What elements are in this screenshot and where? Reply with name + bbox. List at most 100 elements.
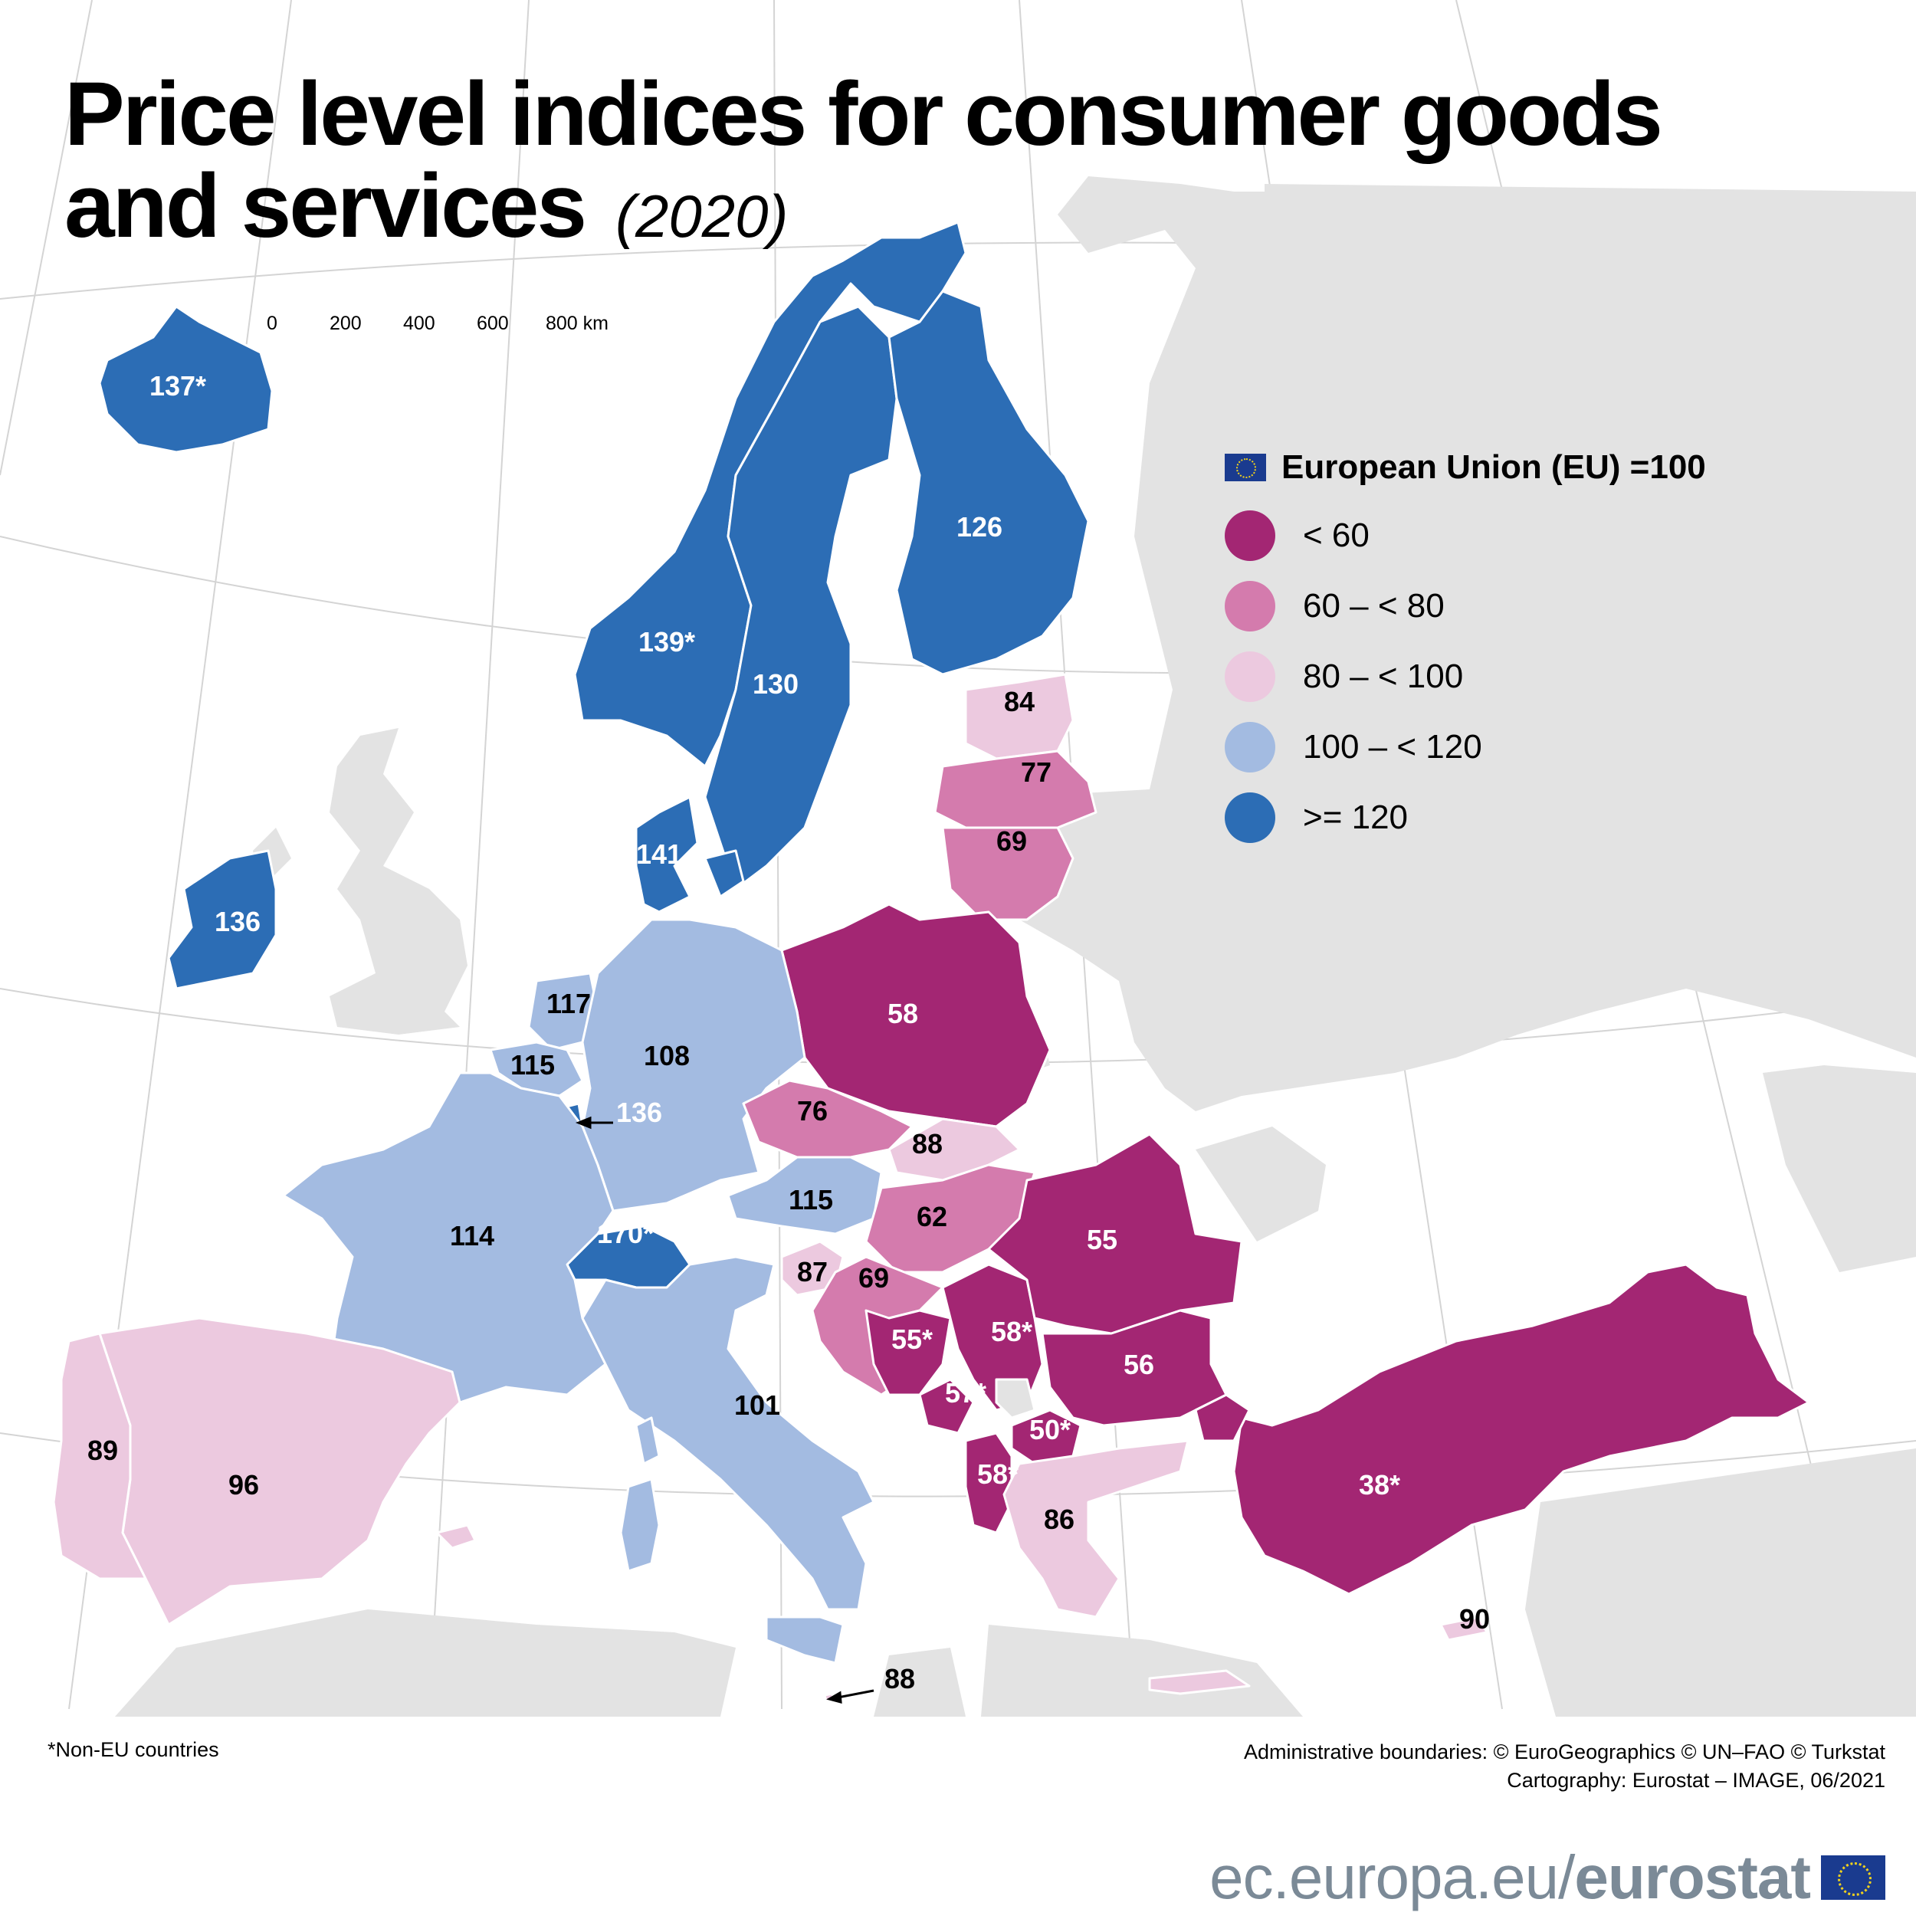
estonia [964,673,1074,760]
scale-label-800: 800 km [546,313,609,334]
austria [727,1156,883,1235]
legend-item: < 60 [1225,510,1706,561]
turkey [1232,1263,1810,1596]
region-value-label: 69 [858,1262,889,1294]
region-value-label: 76 [797,1095,828,1127]
legend-title-text: European Union (EU) =100 [1281,448,1706,486]
region-value-label: 137* [149,370,206,402]
scale-label-600: 600 [477,313,509,334]
kosovo [995,1378,1036,1419]
region-value-label: 50* [1029,1414,1071,1445]
countries [52,221,1810,1703]
region-value-label: 84 [1004,686,1035,717]
brand-prefix: ec.europa.eu/ [1209,1843,1575,1911]
leader-lines [575,1116,874,1704]
region-value-label: 58* [977,1458,1019,1490]
region-value-label: 139* [638,626,695,658]
balearics [435,1524,477,1550]
legend-swatch-circle-icon [1225,722,1275,772]
latvia [933,750,1097,829]
scale-label-200: 200 [330,313,362,334]
region-value-label: 38* [1359,1469,1400,1501]
footnote: *Non-EU countries [48,1738,219,1761]
map-title: Price level indices for consumer goods [64,69,1663,159]
legend-item: 100 – < 120 [1225,722,1706,772]
background-land [115,176,1916,1717]
region-value-label: 87 [797,1256,828,1287]
poland [780,903,1052,1128]
spain [98,1317,461,1626]
corsica [635,1416,661,1465]
sweden [704,305,898,891]
eu-flag-icon [1821,1855,1885,1900]
title-line-2: and services [64,156,587,257]
legend-swatch-circle-icon [1225,510,1275,561]
region-value-label: 141 [636,838,682,870]
crete [1148,1669,1251,1695]
brand-name: eurostat [1574,1843,1811,1911]
legend-item-label: >= 120 [1303,799,1409,836]
region-value-label: 69 [996,825,1027,857]
legend-item: 60 – < 80 [1225,581,1706,631]
region-value-label: 58* [991,1316,1032,1347]
scale-label-400: 400 [403,313,435,334]
region-value-label: 55* [891,1324,933,1355]
credits: Administrative boundaries: © EuroGeograp… [1244,1738,1885,1796]
value-labels: 137* 139* 130 126 84 77 69 141 136 58 117 108 115 136… [87,370,1490,1694]
region-value-label: 88 [912,1128,943,1160]
region-value-label: 115 [510,1049,555,1081]
title-line-1: Price level indices for consumer goods [64,64,1663,165]
eurostat-brand[interactable]: ec.europa.eu/eurostat [1209,1842,1885,1913]
ireland [167,849,277,990]
italy [581,1255,875,1611]
belgium [489,1041,584,1097]
region-value-label: 89 [87,1435,118,1466]
region-value-label: 58 [887,998,918,1029]
region-value-label: 55 [1087,1224,1117,1255]
title-year: (2020) [615,182,789,250]
legend-swatch-circle-icon [1225,651,1275,702]
finland [887,290,1090,676]
region-value-label: 170* [597,1218,654,1249]
region-value-label: 88 [884,1663,915,1694]
region-value-label: 126 [956,511,1002,543]
eu-flag-icon [1225,454,1266,481]
legend-item-label: < 60 [1303,517,1370,554]
scale-label-0: 0 [267,313,277,334]
region-value-label: 77 [1021,756,1052,788]
region-value-label: 86 [1044,1504,1074,1535]
germany [581,918,806,1212]
legend-item-label: 60 – < 80 [1303,587,1445,625]
map-title-2: and services (2020) [64,161,789,251]
lithuania [941,826,1074,921]
region-value-label: 114 [450,1220,494,1251]
credits-boundaries: Administrative boundaries: © EuroGeograp… [1243,1740,1885,1763]
sardinia [619,1478,661,1573]
greece [1002,1439,1189,1619]
denmark-islands [704,849,745,898]
romania [987,1133,1243,1335]
legend: European Union (EU) =100 < 60 60 – < 80 … [1225,444,1706,843]
czechia [742,1079,914,1159]
albania [964,1432,1013,1534]
region-value-label: 117 [546,988,591,1019]
region-value-label: 96 [228,1469,259,1501]
legend-swatch-circle-icon [1225,581,1275,631]
cyprus [1439,1615,1488,1642]
brand-url[interactable]: ec.europa.eu/eurostat [1209,1842,1811,1913]
montenegro [918,1378,975,1435]
region-value-label: 115 [789,1184,833,1215]
legend-item: >= 120 [1225,792,1706,843]
portugal [52,1332,147,1580]
region-value-label: 57* [945,1377,986,1409]
region-value-label: 101 [734,1389,780,1421]
bosnia [864,1309,952,1396]
legend-item-label: 100 – < 120 [1303,728,1482,766]
region-value-label: 136 [215,906,261,937]
region-value-label: 56 [1124,1349,1154,1380]
iceland [98,305,274,454]
denmark [635,795,699,914]
legend-item: 80 – < 100 [1225,651,1706,702]
legend-title: European Union (EU) =100 [1225,444,1706,490]
